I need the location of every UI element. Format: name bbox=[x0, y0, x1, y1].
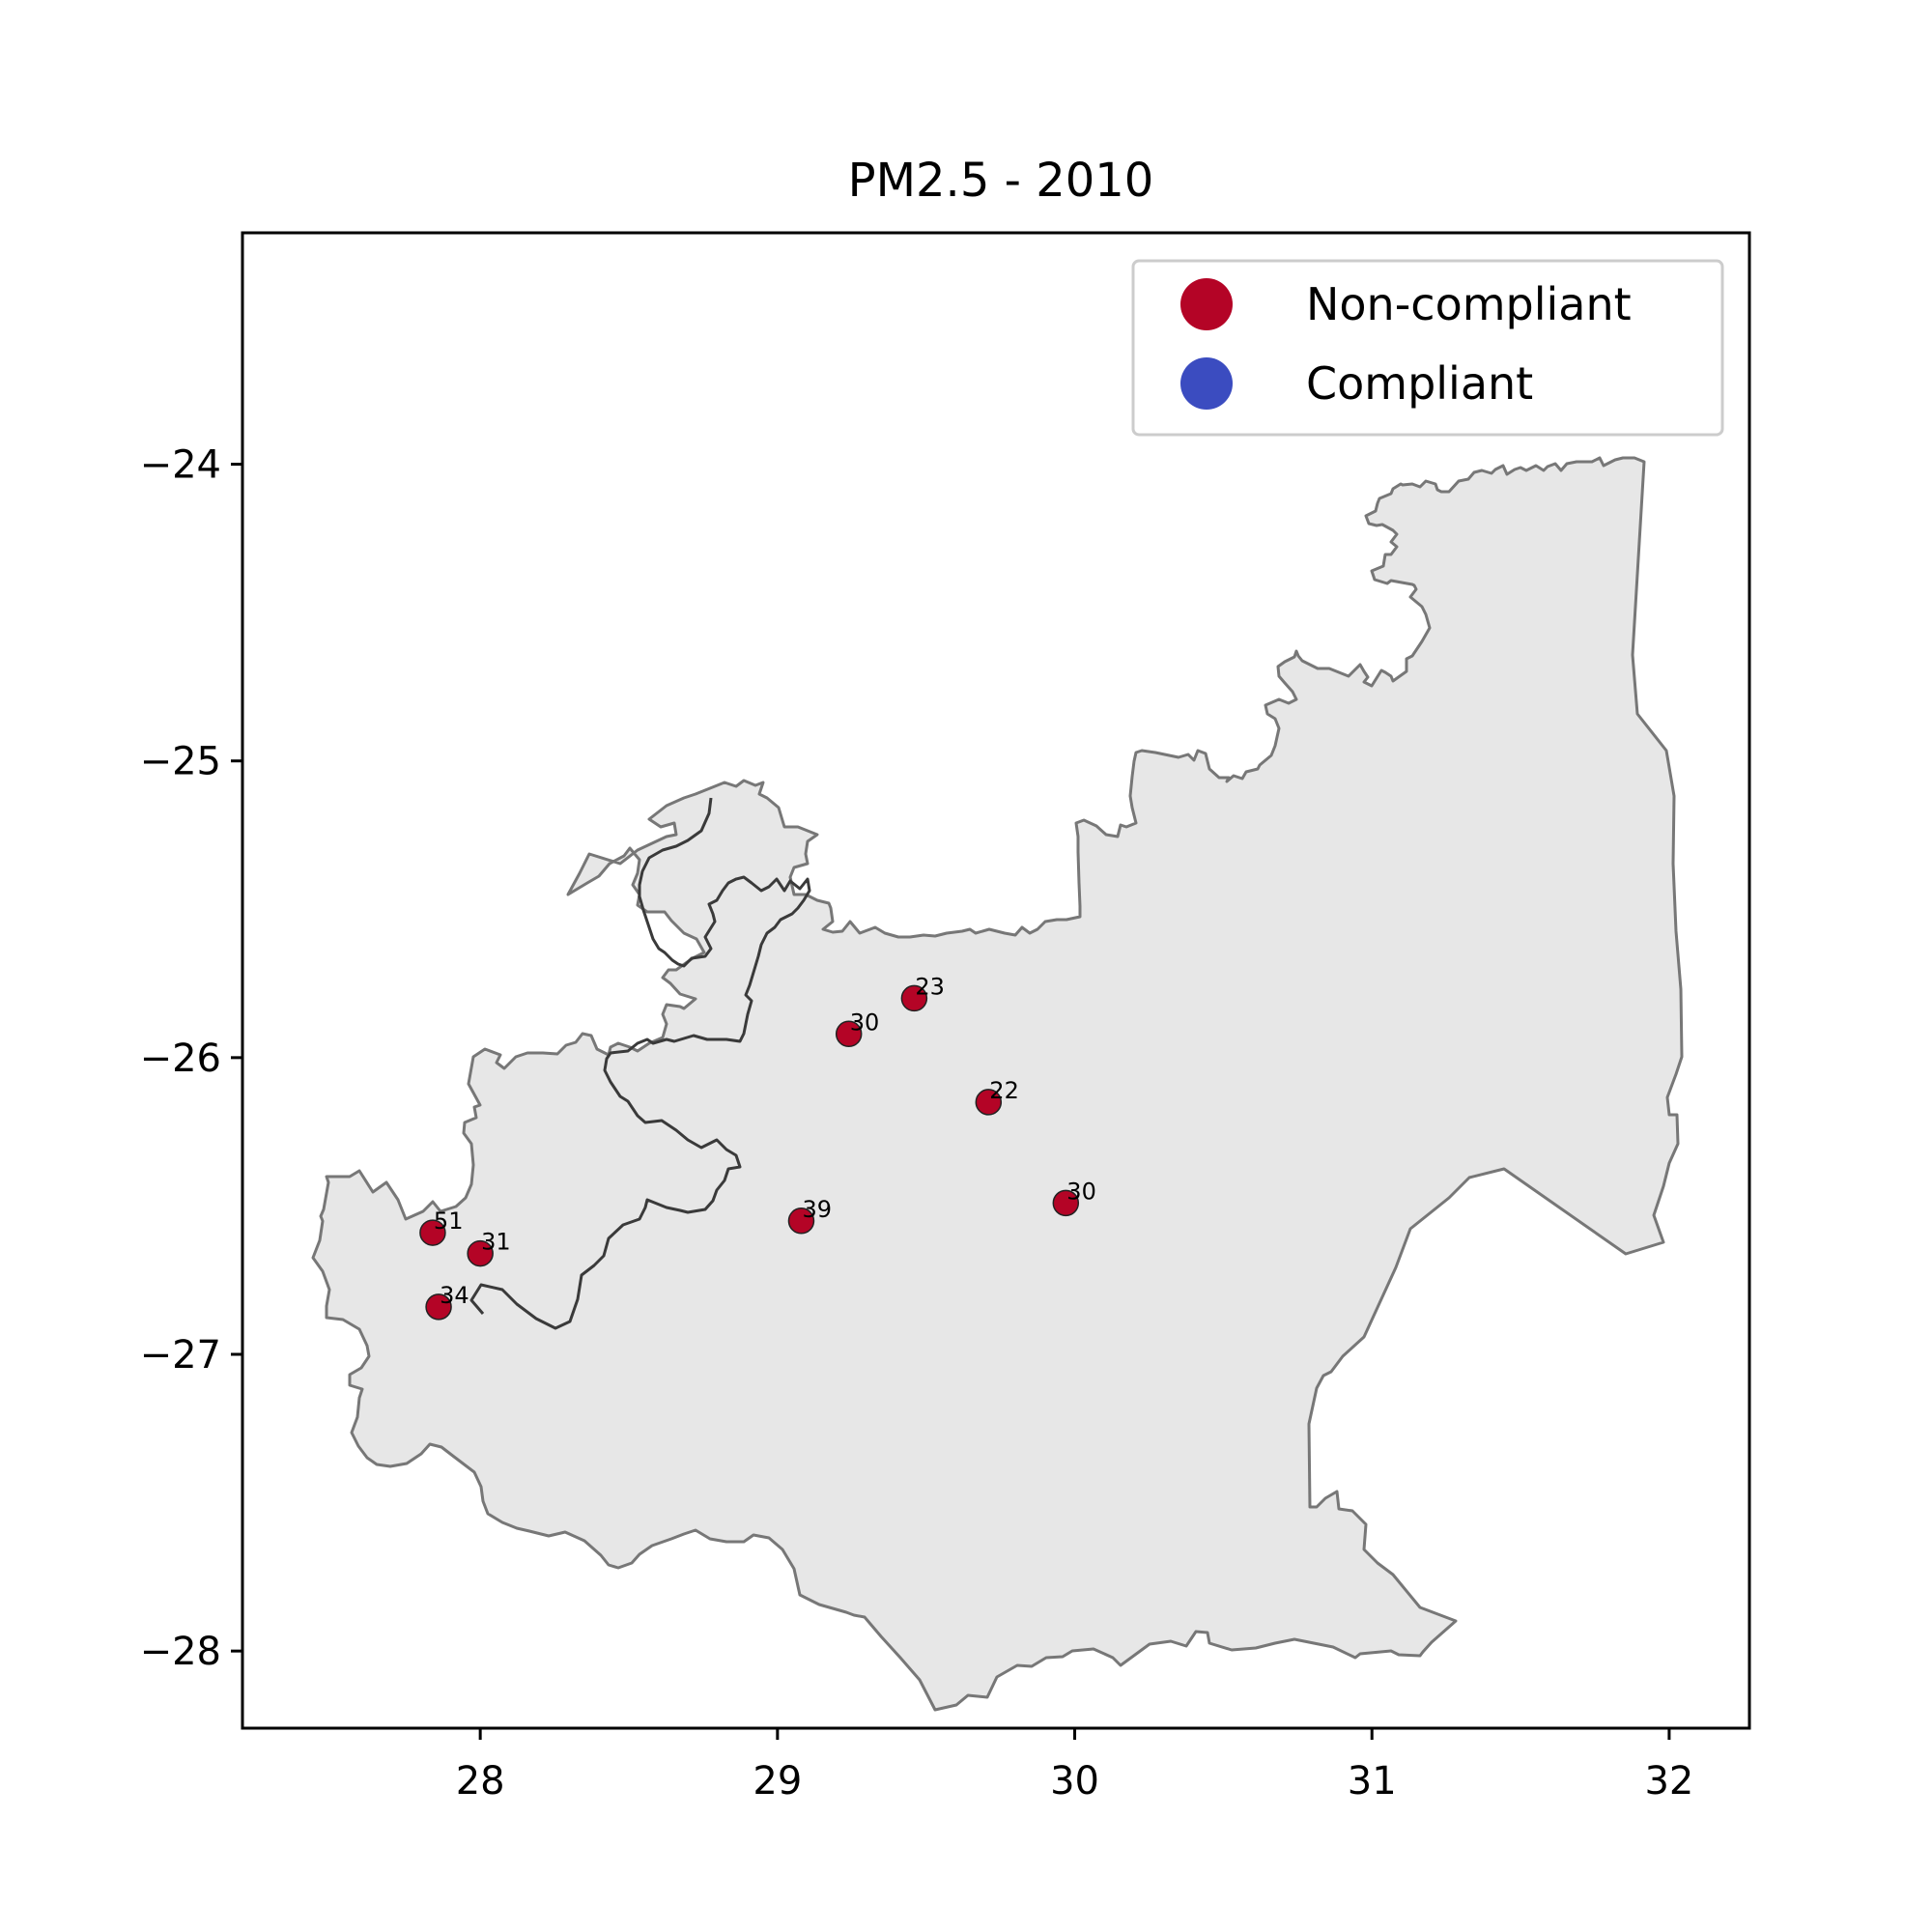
site-value-label: 51 bbox=[434, 1208, 464, 1235]
legend-marker-compliant bbox=[1180, 357, 1233, 410]
x-tick-label: 30 bbox=[1050, 1759, 1099, 1804]
site-value-label: 30 bbox=[1066, 1178, 1096, 1205]
site-point bbox=[787, 1208, 815, 1235]
y-tick-label: −24 bbox=[140, 443, 221, 488]
axes-frame bbox=[241, 231, 1751, 1730]
site-point bbox=[835, 1020, 863, 1048]
y-tick-label: −26 bbox=[140, 1037, 221, 1081]
site-value-label: 39 bbox=[802, 1196, 832, 1223]
legend-marker-non-compliant bbox=[1180, 278, 1233, 330]
y-axis: −24 −25 −26 −27 −28 bbox=[140, 443, 242, 1674]
site-point bbox=[425, 1293, 452, 1321]
site-point bbox=[419, 1219, 446, 1246]
legend-label-compliant: Compliant bbox=[1306, 357, 1533, 410]
chart-title: PM2.5 - 2010 bbox=[848, 154, 1154, 208]
site-value-label: 23 bbox=[915, 973, 945, 1000]
site-value-label: 31 bbox=[481, 1229, 511, 1256]
y-tick-label: −27 bbox=[140, 1333, 221, 1378]
legend-label-non-compliant: Non-compliant bbox=[1306, 278, 1632, 330]
x-tick-label: 29 bbox=[753, 1759, 802, 1804]
site-point bbox=[900, 984, 928, 1012]
monitoring-sites: 23 30 22 30 39 51 31 34 bbox=[419, 973, 1096, 1321]
inner-boundary bbox=[469, 797, 811, 1330]
x-tick-label: 32 bbox=[1644, 1759, 1693, 1804]
site-point bbox=[467, 1239, 494, 1267]
legend-box bbox=[1131, 259, 1724, 437]
legend: Non-compliant Compliant bbox=[1131, 259, 1724, 437]
x-tick-label: 31 bbox=[1348, 1759, 1397, 1804]
y-tick-label: −28 bbox=[140, 1630, 221, 1674]
site-value-label: 22 bbox=[989, 1077, 1019, 1104]
site-point bbox=[975, 1089, 1003, 1116]
x-axis: 28 29 30 31 32 bbox=[456, 1728, 1693, 1804]
site-value-label: 34 bbox=[440, 1282, 469, 1309]
site-point bbox=[1052, 1189, 1080, 1217]
y-tick-label: −25 bbox=[140, 740, 221, 784]
map-area bbox=[311, 456, 1684, 1712]
site-value-label: 30 bbox=[850, 1009, 880, 1036]
x-tick-label: 28 bbox=[456, 1759, 505, 1804]
